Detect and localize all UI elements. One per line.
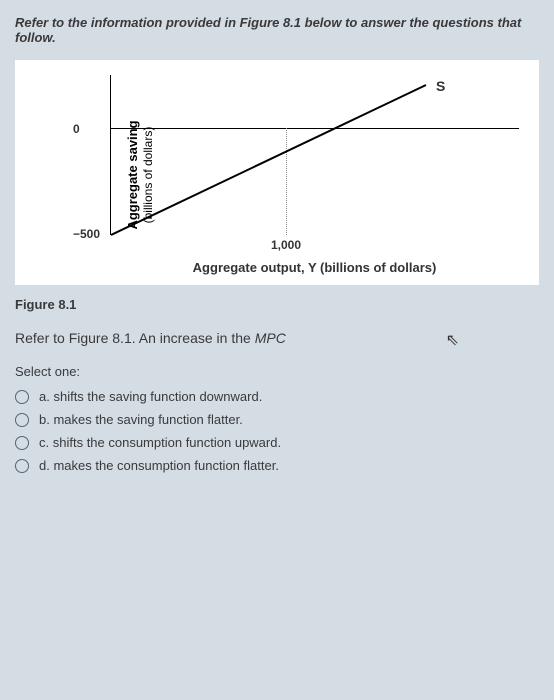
chart-container: Aggregate saving (billions of dollars) S… (15, 60, 539, 285)
x-tick-1000: 1,000 (271, 238, 301, 252)
option-a[interactable]: a. shifts the saving function downward. (15, 389, 539, 404)
radio-b[interactable] (15, 413, 29, 427)
instruction-text: Refer to the information provided in Fig… (15, 15, 539, 45)
option-a-label: a. shifts the saving function downward. (39, 389, 262, 404)
select-one-label: Select one: (15, 364, 539, 379)
radio-c[interactable] (15, 436, 29, 450)
options-list: a. shifts the saving function downward. … (15, 389, 539, 473)
option-c[interactable]: c. shifts the consumption function upwar… (15, 435, 539, 450)
radio-d[interactable] (15, 459, 29, 473)
option-c-label: c. shifts the consumption function upwar… (39, 435, 281, 450)
series-label-s: S (436, 78, 445, 94)
y-tick-0: 0 (73, 122, 80, 136)
question-text: Refer to Figure 8.1. An increase in the … (15, 330, 539, 346)
figure-caption: Figure 8.1 (15, 297, 539, 312)
cursor-icon: ⇖ (446, 330, 459, 350)
option-b-label: b. makes the saving function flatter. (39, 412, 243, 427)
option-d[interactable]: d. makes the consumption function flatte… (15, 458, 539, 473)
option-b[interactable]: b. makes the saving function flatter. (15, 412, 539, 427)
plot-area: S 0 −500 1,000 (110, 75, 519, 235)
y-tick-neg500: −500 (73, 227, 100, 241)
option-d-label: d. makes the consumption function flatte… (39, 458, 279, 473)
radio-a[interactable] (15, 390, 29, 404)
x-axis-label: Aggregate output, Y (billions of dollars… (110, 260, 519, 275)
saving-function-line (111, 75, 471, 245)
